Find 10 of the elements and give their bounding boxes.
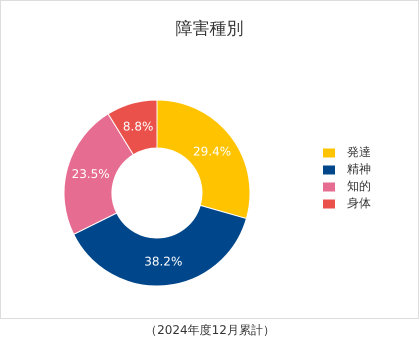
text: （2024年度12月累計） [144, 322, 276, 339]
data-label: 29.4% [193, 144, 232, 158]
chart-title: 障害種別 [174, 18, 244, 40]
data-label: 23.5% [72, 167, 110, 182]
legend-label: 知的 [347, 179, 371, 193]
legend-label: 精神 [347, 162, 371, 176]
legend-label: 発達 [347, 145, 371, 159]
data-label: 8.8% [122, 120, 154, 134]
legend-label: 身体 [347, 196, 371, 210]
data-label: 38.2% [144, 254, 182, 269]
